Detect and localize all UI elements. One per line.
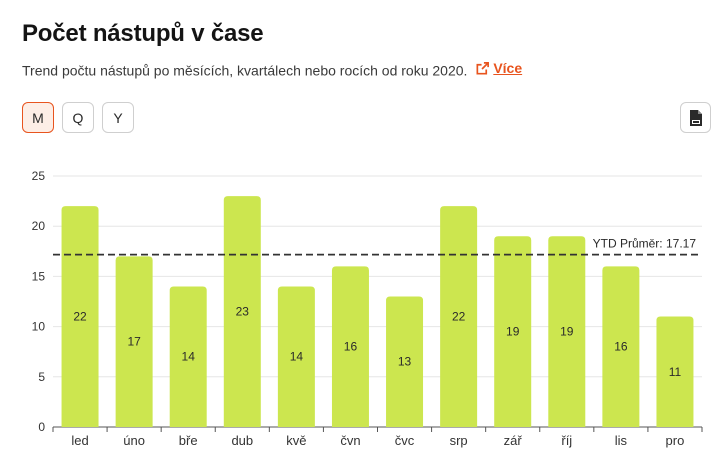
x-tick-label: led	[71, 433, 88, 448]
bar	[115, 256, 153, 427]
period-month-button[interactable]: M	[22, 102, 54, 133]
bar	[602, 266, 640, 427]
page-title: Počet nástupů v čase	[22, 20, 264, 47]
bar	[440, 206, 478, 427]
bar-value-label: 16	[344, 340, 358, 354]
more-link[interactable]: Více	[475, 60, 522, 76]
bar	[386, 296, 424, 427]
jpg-file-icon	[689, 109, 702, 126]
x-tick-label: úno	[123, 433, 145, 448]
bar-value-label: 14	[290, 350, 304, 364]
x-tick-label: čvc	[395, 433, 415, 448]
bar-value-label: 13	[398, 355, 412, 369]
bar	[277, 286, 315, 427]
bar-value-label: 11	[669, 365, 682, 379]
period-year-button[interactable]: Y	[102, 102, 134, 133]
y-tick-label: 10	[32, 320, 46, 334]
bar-value-label: 19	[506, 325, 520, 339]
bar-value-label: 19	[560, 325, 574, 339]
period-toggle: M Q Y	[22, 102, 134, 133]
x-tick-label: srp	[450, 433, 468, 448]
bar	[548, 236, 586, 427]
y-tick-label: 5	[38, 370, 45, 384]
bar-value-label: 22	[73, 310, 87, 324]
bar	[656, 316, 694, 427]
bar-value-label: 22	[452, 310, 466, 324]
bar	[169, 286, 207, 427]
y-tick-label: 25	[32, 169, 46, 183]
more-link-label: Více	[493, 60, 523, 76]
bar-value-label: 17	[127, 335, 141, 349]
bar	[494, 236, 532, 427]
bar-chart: 0 5 10 15 20 25 22 17 14 23 14 16 13 22 19 19 16 11 led úno…	[32, 169, 703, 448]
y-tick-label: 20	[32, 219, 46, 233]
export-jpg-button[interactable]	[680, 102, 711, 133]
bar-value-label: 23	[236, 305, 250, 319]
subtitle-text: Trend počtu nástupů po měsících, kvartál…	[22, 62, 468, 79]
bar-value-label: 16	[614, 340, 628, 354]
average-label: YTD Průměr: 17.17	[593, 237, 697, 251]
external-link-icon	[476, 61, 490, 74]
x-tick-label: zář	[504, 433, 523, 448]
x-tick-label: pro	[666, 433, 685, 448]
bar	[61, 206, 99, 427]
x-tick-label: čvn	[340, 433, 360, 448]
page-subtitle: Trend počtu nástupů po měsících, kvartál…	[22, 60, 522, 79]
x-tick-label: lis	[615, 433, 628, 448]
x-tick-label: říj	[561, 433, 572, 448]
y-tick-label: 0	[38, 420, 45, 434]
x-tick-label: bře	[179, 433, 198, 448]
bar	[331, 266, 369, 427]
y-tick-label: 15	[32, 269, 46, 283]
period-quarter-button[interactable]: Q	[62, 102, 94, 133]
bar-value-label: 14	[182, 350, 196, 364]
x-tick-label: dub	[231, 433, 253, 448]
x-tick-label: kvě	[286, 433, 306, 448]
